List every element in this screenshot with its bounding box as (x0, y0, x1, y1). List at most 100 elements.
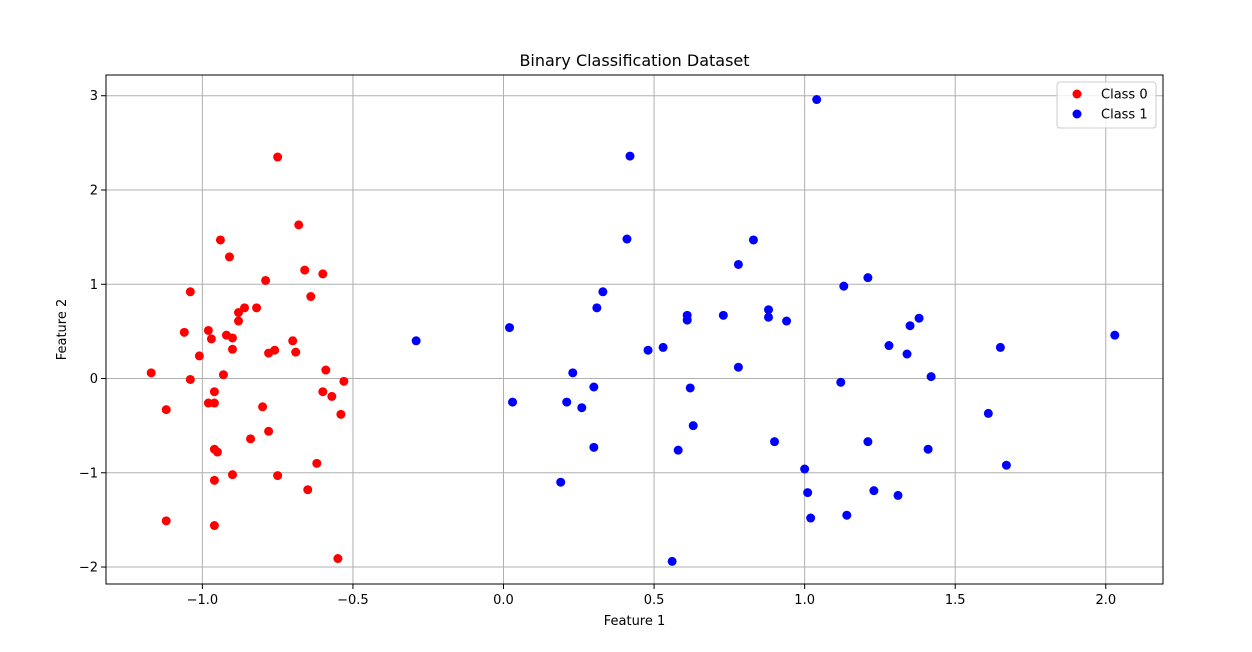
data-point-class-0 (288, 336, 298, 346)
data-point-class-0 (306, 292, 316, 302)
data-points (146, 95, 1120, 566)
data-point-class-1 (568, 368, 578, 378)
data-point-class-1 (556, 477, 566, 487)
data-point-class-0 (185, 374, 195, 384)
data-point-class-0 (246, 434, 256, 444)
data-point-class-1 (682, 315, 692, 325)
data-point-class-0 (273, 152, 283, 162)
legend: Class 0 Class 1 (1056, 81, 1157, 129)
data-point-class-1 (589, 442, 599, 452)
x-tick-label: 1.0 (794, 593, 815, 608)
data-point-class-0 (194, 351, 204, 361)
data-point-class-0 (252, 303, 262, 313)
data-point-class-0 (206, 334, 216, 344)
data-point-class-0 (215, 235, 225, 245)
data-point-class-1 (411, 336, 421, 346)
plot-area (106, 75, 1163, 584)
data-point-class-1 (905, 321, 915, 331)
data-point-class-1 (902, 349, 912, 359)
legend-marker-class-1 (1072, 109, 1082, 119)
data-point-class-1 (622, 234, 632, 244)
legend-label-class-1: Class 1 (1101, 108, 1148, 123)
data-point-class-0 (333, 554, 343, 564)
data-point-class-1 (643, 345, 653, 355)
data-point-class-1 (748, 235, 758, 245)
data-point-class-1 (863, 273, 873, 283)
x-axis-ticks: −1.0 −0.5 0.0 0.5 1.0 1.5 2.0 (187, 584, 1116, 608)
data-point-class-0 (234, 316, 244, 326)
data-point-class-1 (592, 303, 602, 313)
x-tick-label: 0.5 (644, 593, 665, 608)
legend-marker-class-0 (1072, 89, 1082, 99)
data-point-class-0 (203, 325, 213, 335)
x-tick-label: −1.0 (187, 593, 219, 608)
data-point-class-0 (179, 327, 189, 337)
data-point-class-1 (863, 437, 873, 447)
data-point-class-1 (884, 341, 894, 351)
data-point-class-1 (782, 316, 792, 326)
data-point-class-1 (589, 382, 599, 392)
data-point-class-1 (508, 397, 518, 407)
y-tick-label: 2 (90, 183, 98, 198)
data-point-class-0 (209, 398, 219, 408)
y-tick-label: −2 (79, 561, 98, 576)
data-point-class-0 (318, 387, 328, 397)
data-point-class-0 (336, 409, 346, 419)
data-point-class-1 (806, 513, 816, 523)
legend-label-class-0: Class 0 (1101, 88, 1148, 103)
data-point-class-0 (258, 402, 268, 412)
data-point-class-0 (161, 405, 171, 415)
data-point-class-0 (227, 470, 237, 480)
data-point-class-0 (300, 265, 310, 275)
legend-box (1056, 81, 1157, 129)
y-tick-label: 3 (90, 89, 98, 104)
data-point-class-1 (869, 486, 879, 496)
data-point-class-0 (209, 475, 219, 485)
data-point-class-0 (209, 521, 219, 531)
data-point-class-0 (224, 252, 234, 262)
data-point-class-1 (598, 287, 608, 297)
data-point-class-0 (264, 426, 274, 436)
y-tick-label: 0 (90, 372, 98, 387)
data-point-class-1 (803, 488, 813, 498)
x-tick-label: 0.0 (493, 593, 514, 608)
data-point-class-1 (764, 312, 774, 322)
data-point-class-0 (339, 376, 349, 386)
x-axis-label: Feature 1 (604, 614, 666, 629)
data-point-class-1 (733, 259, 743, 269)
data-point-class-0 (318, 269, 328, 279)
data-point-class-1 (995, 342, 1005, 352)
data-point-class-1 (625, 151, 635, 161)
y-axis-ticks: −2 −1 0 1 2 3 (79, 89, 106, 576)
plot-frame (105, 74, 1164, 585)
data-point-class-0 (212, 447, 222, 457)
data-point-class-0 (303, 485, 313, 495)
x-tick-label: 1.5 (945, 593, 966, 608)
data-point-class-0 (209, 387, 219, 397)
data-point-class-1 (893, 490, 903, 500)
data-point-class-0 (312, 458, 322, 468)
data-point-class-0 (161, 516, 171, 526)
data-point-class-0 (185, 287, 195, 297)
x-tick-label: 2.0 (1095, 593, 1116, 608)
data-point-class-0 (146, 368, 156, 378)
data-point-class-0 (264, 348, 274, 358)
data-point-class-1 (770, 437, 780, 447)
data-point-class-1 (1110, 330, 1120, 340)
data-point-class-0 (218, 370, 228, 380)
data-point-class-1 (839, 281, 849, 291)
chart-title: Binary Classification Dataset (519, 51, 749, 70)
data-point-class-1 (562, 397, 572, 407)
data-point-class-1 (685, 383, 695, 393)
data-point-class-0 (261, 275, 271, 285)
x-tick-label: −0.5 (337, 593, 369, 608)
data-point-class-0 (273, 471, 283, 481)
data-point-class-1 (800, 464, 810, 474)
y-tick-label: −1 (79, 466, 98, 481)
data-point-class-0 (227, 333, 237, 343)
data-point-class-0 (291, 347, 301, 357)
data-point-class-1 (842, 510, 852, 520)
data-point-class-1 (914, 313, 924, 323)
y-axis-label: Feature 2 (55, 299, 70, 361)
